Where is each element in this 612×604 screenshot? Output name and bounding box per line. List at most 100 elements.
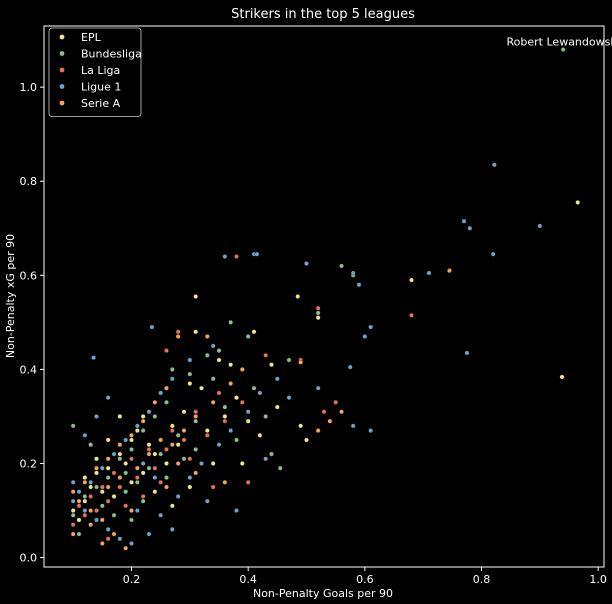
data-point [169,503,175,509]
x-tick-label: 1.0 [589,573,607,586]
data-point [295,294,301,299]
data-point [315,310,321,316]
data-point [99,484,105,490]
data-point [94,465,99,471]
legend-marker [59,100,65,106]
data-point [94,414,99,419]
data-point [181,456,187,462]
data-point [447,268,452,273]
data-point [254,251,260,257]
data-point [158,437,164,443]
data-point [76,517,82,523]
legend-entry: Ligue 1 [81,81,121,94]
data-point [193,409,199,415]
data-point [239,367,245,372]
data-point [269,451,274,457]
data-point [140,498,146,504]
data-point [129,456,134,462]
legend-marker [59,51,65,56]
data-point [123,545,129,551]
data-point [105,484,111,490]
data-point [350,423,356,429]
data-point [117,456,123,462]
data-point [175,329,181,335]
data-point [117,442,123,448]
data-point [426,270,432,276]
data-point [82,498,88,504]
data-point [169,428,175,433]
annotation-label: Robert Lewandowski [507,36,612,49]
legend-entry: La Liga [81,64,120,77]
data-point [117,414,123,419]
data-point [368,428,374,433]
data-point [117,451,123,457]
y-tick-label: 0.2 [20,458,38,471]
data-point [169,442,175,448]
data-point [175,442,181,448]
y-tick-label: 0.6 [20,269,38,282]
data-point [134,479,140,485]
data-point [169,527,175,532]
data-point [245,418,251,424]
legend-box [48,27,142,117]
data-point [245,479,251,485]
data-point [269,362,274,368]
data-point [140,418,146,424]
data-point [257,390,263,396]
data-point [146,531,152,537]
data-point [228,428,234,433]
data-point [134,475,140,480]
data-point [140,428,146,433]
data-point [82,494,88,499]
data-point [245,334,251,339]
data-point [105,456,111,462]
data-point [315,305,321,311]
data-point [245,409,251,415]
data-point [117,475,123,480]
data-point [158,390,164,396]
data-point [228,381,234,386]
data-point [105,498,111,504]
legend-marker [59,34,65,40]
data-point [164,484,169,490]
data-point [210,461,216,466]
data-point [105,536,111,542]
data-point [216,390,222,396]
data-point [164,348,169,353]
data-point [559,374,565,380]
data-point [129,432,134,438]
data-point [239,399,245,405]
data-point [94,470,99,476]
data-point [210,399,216,405]
legend-marker [59,84,65,89]
data-point [464,350,470,356]
data-point [111,512,117,518]
data-point [467,225,473,231]
x-axis: 0.2 0.4 0.6 0.8 1.0 [123,567,607,586]
data-point [210,376,216,382]
data-point [251,329,257,335]
data-point [82,432,88,438]
data-point [70,522,76,528]
data-point [204,352,210,358]
data-point [234,437,239,443]
data-point [263,414,269,419]
x-axis-label: Non-Penalty Goals per 90 [253,587,393,600]
data-point [228,362,234,368]
data-point [575,200,581,205]
data-point [129,479,134,485]
data-point [298,423,304,429]
data-point [175,432,181,438]
data-point [158,451,164,457]
data-point [187,456,193,462]
data-point [146,447,152,452]
data-point [152,465,158,471]
x-tick-label: 0.2 [123,573,141,586]
data-point [204,334,210,339]
data-point [70,512,76,518]
data-point [327,418,333,424]
data-point [134,465,140,471]
data-point [99,503,105,509]
legend: EPL Bundesliga La Liga Ligue 1 Serie A [48,27,142,117]
data-point [187,484,193,490]
